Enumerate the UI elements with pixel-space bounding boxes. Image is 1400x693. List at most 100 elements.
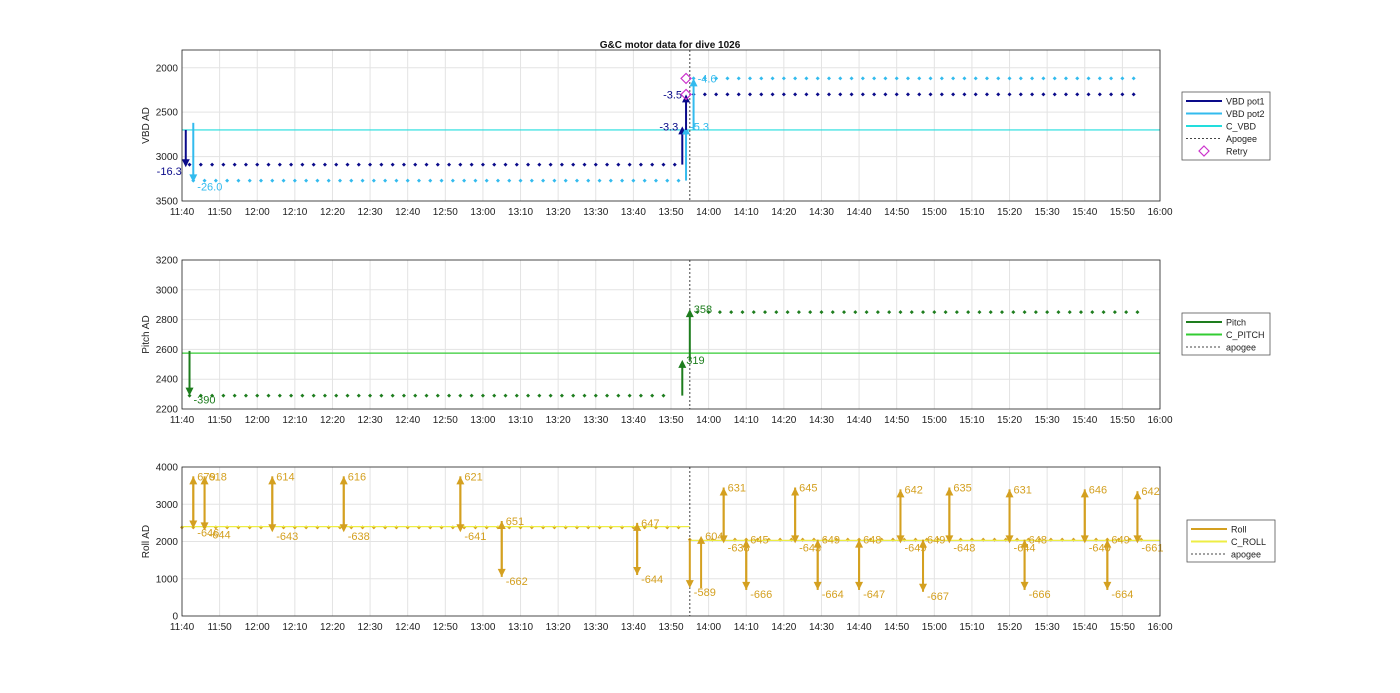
data-point — [909, 310, 914, 315]
arrow-head — [685, 580, 694, 589]
data-point — [559, 393, 564, 398]
data-point — [405, 178, 410, 183]
arrow-label: -666 — [1029, 589, 1051, 601]
legend-swatch — [1198, 145, 1210, 157]
arrow-label: -644 — [641, 574, 663, 586]
data-point — [225, 178, 230, 183]
x-tick-label: 14:10 — [734, 415, 759, 426]
data-point — [1056, 310, 1061, 315]
legend-label: Retry — [1226, 147, 1248, 157]
x-tick-label: 11:40 — [170, 415, 195, 426]
data-point — [1030, 76, 1035, 81]
y-tick-label: 3500 — [156, 197, 179, 208]
motor-arrow: -644 — [200, 476, 231, 541]
data-point — [368, 162, 373, 167]
data-point — [394, 178, 399, 183]
data-point — [495, 178, 500, 183]
data-point — [905, 92, 910, 97]
data-point — [337, 178, 342, 183]
data-point — [627, 162, 632, 167]
x-tick-label: 14:50 — [884, 622, 909, 633]
data-point — [390, 393, 395, 398]
data-point — [232, 162, 237, 167]
arrow-head — [919, 539, 928, 548]
arrow-label: -646 — [197, 527, 219, 539]
arrow-head — [791, 535, 800, 544]
data-point — [458, 162, 463, 167]
arrow-head — [633, 567, 642, 576]
arrow-head — [697, 535, 706, 544]
data-point — [962, 76, 967, 81]
x-tick-label: 13:20 — [546, 207, 571, 218]
arrow-label: -647 — [863, 589, 885, 601]
data-point — [1007, 92, 1012, 97]
arrow-label: 635 — [953, 482, 971, 494]
x-tick-label: 13:40 — [621, 622, 646, 633]
data-point — [480, 393, 485, 398]
data-point — [1018, 76, 1023, 81]
data-point — [529, 178, 534, 183]
x-tick-label: 15:30 — [1035, 207, 1060, 218]
data-point — [571, 393, 576, 398]
data-point — [360, 178, 365, 183]
data-point — [210, 162, 215, 167]
x-tick-label: 11:40 — [170, 622, 195, 633]
arrow-head — [682, 94, 691, 103]
data-point — [1000, 310, 1005, 315]
motor-arrow: 648 — [1020, 535, 1047, 590]
data-point — [631, 178, 636, 183]
motor-arrow: 649 — [919, 535, 945, 592]
arrow-head — [339, 524, 348, 533]
arrow-label: 648 — [863, 535, 881, 547]
legend-label: apogee — [1231, 550, 1261, 560]
data-point — [447, 162, 452, 167]
data-point — [793, 76, 798, 81]
data-point — [221, 162, 226, 167]
legend-entry: C_VBD — [1186, 122, 1257, 132]
data-point — [597, 178, 602, 183]
axes-frame — [181, 49, 1161, 202]
x-tick-label: 13:40 — [621, 415, 646, 426]
arrow-head — [1005, 535, 1014, 544]
arrow-label: 679 — [197, 471, 215, 483]
data-point — [507, 178, 512, 183]
arrow-head — [685, 309, 694, 318]
x-tick-label: 15:20 — [997, 415, 1022, 426]
arrow-label: -666 — [750, 589, 772, 601]
x-tick-label: 14:00 — [696, 207, 721, 218]
data-point — [894, 92, 899, 97]
data-point — [1063, 92, 1068, 97]
data-point — [898, 310, 903, 315]
arrow-label: -16.3 — [157, 166, 182, 178]
arrow-head — [682, 126, 691, 135]
data-point — [401, 162, 406, 167]
motor-arrow: -4.6 — [689, 73, 717, 130]
x-tick-label: 12:20 — [320, 415, 345, 426]
data-point — [1041, 76, 1046, 81]
data-point — [751, 310, 756, 315]
data-point — [435, 162, 440, 167]
data-point — [277, 162, 282, 167]
y-tick-label: 2000 — [156, 63, 179, 74]
x-tick-label: 12:40 — [395, 415, 420, 426]
data-point — [717, 310, 722, 315]
data-point — [266, 393, 271, 398]
data-point — [416, 178, 421, 183]
data-point — [1052, 76, 1057, 81]
y-tick-label: 3200 — [156, 256, 179, 267]
x-tick-label: 14:40 — [847, 622, 872, 633]
data-point — [928, 76, 933, 81]
legend-label: Roll — [1231, 525, 1247, 535]
motor-arrow: -644 — [633, 522, 663, 586]
motor-arrow: -638 — [339, 476, 370, 543]
data-point — [401, 393, 406, 398]
x-tick-label: 12:10 — [282, 622, 307, 633]
chart-panel-2: 11:40 11:50 12:00 12:10 12:20 12:30 12:40 12:50… — [141, 256, 1271, 426]
data-point — [236, 178, 241, 183]
data-point — [943, 310, 948, 315]
data-point — [368, 393, 373, 398]
arrow-head — [945, 535, 954, 544]
x-tick-label: 15:50 — [1110, 207, 1135, 218]
y-axis-label: VBD AD — [141, 107, 152, 144]
x-tick-label: 13:10 — [508, 622, 533, 633]
